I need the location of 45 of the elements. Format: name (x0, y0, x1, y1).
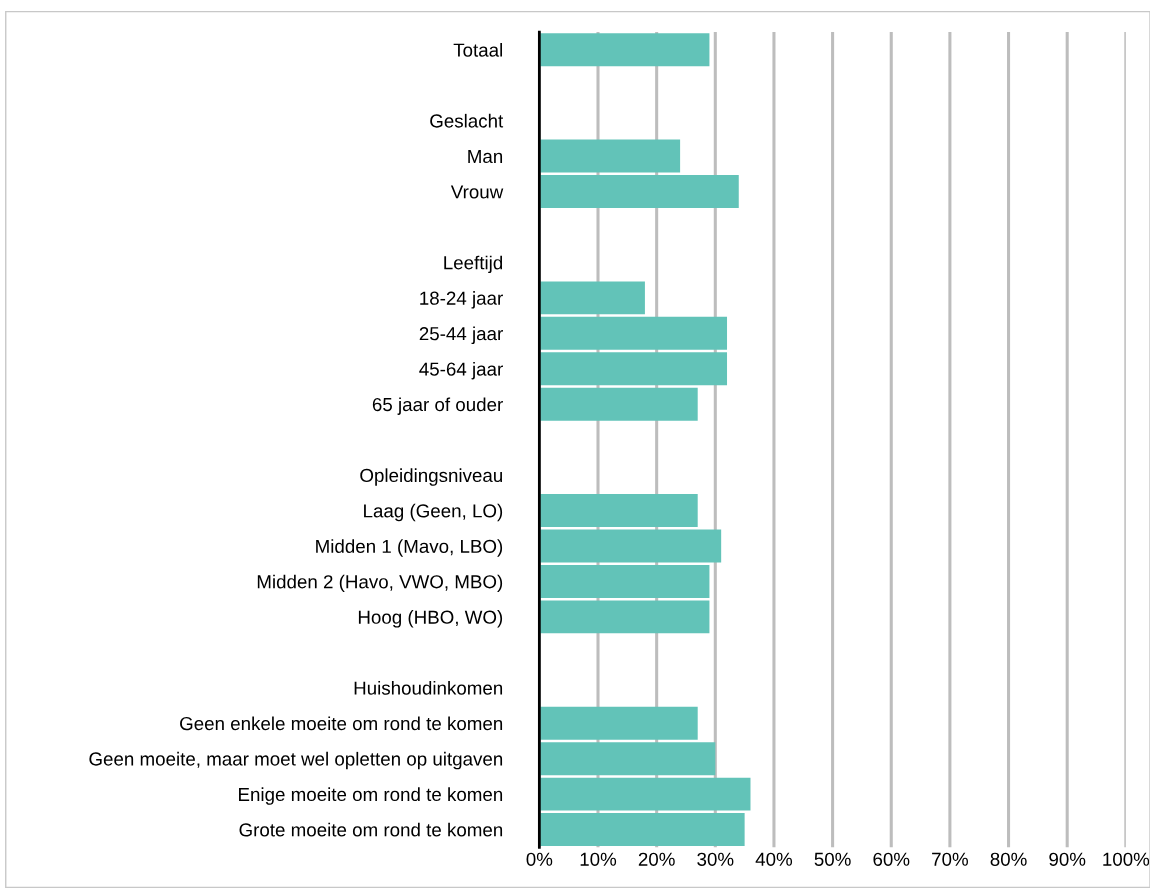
y-tick-label: Vrouw (450, 185, 504, 199)
y-tick-label: 45-64 jaar (419, 361, 503, 380)
bar (539, 813, 745, 847)
bar (539, 352, 728, 386)
bar (539, 316, 728, 350)
y-tick-label: Hoog (HBO, WO) (358, 610, 503, 628)
x-tick-label: 0% (526, 852, 553, 866)
bar (539, 777, 751, 811)
bar (539, 387, 698, 421)
bar (539, 175, 739, 209)
y-tick-label: 25-44 jaar (419, 326, 503, 345)
bar (539, 564, 710, 598)
x-tick-label: 70% (932, 852, 968, 866)
bar (539, 706, 698, 740)
y-tick-label: Geen enkele moeite om rond te komen (180, 716, 503, 731)
bar (539, 33, 710, 67)
bar (539, 281, 645, 315)
x-tick-label: 10% (580, 852, 617, 866)
y-tick-label: Geen moeite, maar moet wel opletten op uitgaven (89, 751, 503, 770)
y-tick-label: Midden 2 (Havo, VWO, MBO) (257, 574, 503, 593)
bar (539, 494, 698, 528)
y-tick-label: Man (468, 149, 503, 164)
y-tick-label: Huishoudinkomen (354, 680, 503, 695)
y-tick-label: Geslacht (430, 113, 504, 128)
x-tick-label: 100% (1103, 852, 1150, 866)
y-tick-label: Laag (Geen, LO) (364, 503, 503, 522)
x-tick-label: 90% (1049, 852, 1086, 866)
x-tick-label: 50% (814, 852, 851, 866)
y-tick-label: 18-24 jaar (420, 291, 503, 309)
y-tick-label: Opleidingsniveau (360, 468, 502, 486)
bar (539, 139, 681, 173)
y-tick-label: Enige moeite om rond te komen (239, 787, 503, 805)
y-tick-label: Leeftijd (444, 255, 503, 274)
y-tick-label: 65 jaar of ouder (372, 397, 503, 415)
x-tick-label: 40% (755, 852, 793, 866)
x-tick-label: 60% (873, 852, 910, 866)
x-tick-label: 20% (638, 852, 675, 866)
y-tick-label: Midden 1 (Mavo, LBO) (316, 539, 503, 557)
bar (539, 742, 716, 776)
bar (539, 529, 722, 563)
y-tick-label: Totaal (453, 42, 502, 57)
x-tick-label: 80% (990, 852, 1027, 866)
bar (539, 600, 710, 634)
x-tick-label: 30% (697, 852, 734, 866)
y-tick-label: Grote moeite om rond te komen (239, 822, 503, 837)
